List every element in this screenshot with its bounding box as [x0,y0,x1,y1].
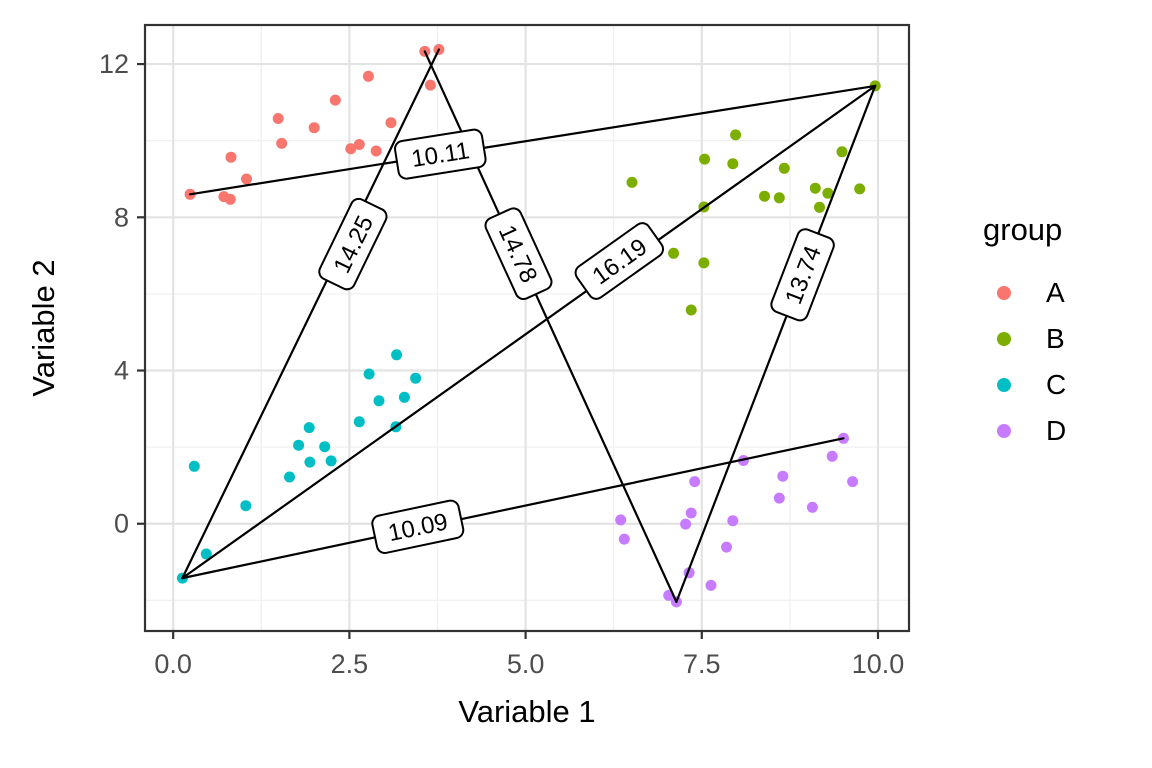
data-point-D [773,492,785,504]
data-point-D [705,579,717,591]
x-tick-label: 0.0 [154,649,192,679]
x-tick-label: 7.5 [683,649,721,679]
data-point-D [615,514,627,526]
legend-swatch-icon [997,332,1011,346]
distance-label-box [574,222,665,300]
x-tick-label: 10.0 [852,649,905,679]
distance-label-box [318,197,388,291]
data-point-B [854,183,866,195]
data-point-B [822,187,834,199]
data-point-B [699,153,711,165]
legend-swatch-icon [997,286,1011,300]
data-point-A [276,137,288,149]
data-point-A [224,193,236,205]
panel-border [143,23,911,633]
y-tick-label: 8 [114,202,129,232]
data-point-A [345,143,357,155]
data-point-C [304,456,316,468]
data-point-C [363,368,375,380]
legend-item-A: A [975,270,1066,316]
data-point-B [727,158,739,170]
data-point-C [353,416,365,428]
y-tick-label: 4 [114,356,129,386]
data-point-B [626,176,638,188]
y-tick-label: 0 [114,509,129,539]
legend-swatch-icon [997,378,1011,392]
distance-label-box [394,128,487,180]
data-point-B [698,257,710,269]
distance-label: 10.11 [394,128,487,180]
x-tick-label: 5.0 [507,649,545,679]
data-point-A [370,145,382,157]
data-point-A [225,151,237,163]
data-point-B [778,162,790,174]
data-point-B [730,129,742,141]
data-point-C [391,349,403,361]
data-point-D [680,518,692,530]
data-point-B [836,146,848,158]
distance-label: 10.09 [371,499,465,554]
legend-item-label: A [1046,277,1065,308]
x-axis-title: Variable 1 [458,694,596,729]
data-point-B [773,192,785,204]
data-point-C [325,455,337,467]
data-point-D [826,450,838,462]
data-point-D [721,541,732,553]
data-point-D [806,501,818,513]
legend-title: group [983,212,1063,247]
distance-segment [181,84,877,580]
data-point-C [373,395,385,407]
data-point-D [685,507,697,519]
data-point-B [668,247,680,259]
distance-label-box [484,207,553,301]
distance-segment [189,84,877,196]
distance-label-box [371,499,465,554]
legend-item-B: B [975,316,1066,362]
data-point-D [727,515,739,527]
legend-item-label: B [1046,323,1065,354]
data-point-D [777,470,789,482]
y-tick-label: 12 [99,49,129,79]
data-point-A [353,139,365,150]
data-point-A [241,173,252,185]
legend-swatch-icon [997,424,1011,438]
distance-segment [181,48,441,580]
data-point-C [284,471,295,483]
data-point-C [188,460,200,472]
data-point-C [240,500,252,512]
panel-background [145,25,909,631]
data-point-C [398,391,410,403]
data-point-A [329,94,341,106]
data-point-A [385,117,397,129]
distance-label-box [770,228,835,322]
data-point-C [319,441,331,453]
distance-segment [675,84,877,603]
data-point-D [847,476,859,488]
data-point-A [424,79,436,91]
legend-item-label: D [1046,415,1067,446]
data-point-C [303,422,315,434]
data-point-B [759,190,770,202]
data-point-D [689,476,701,488]
data-point-B [809,182,821,194]
data-point-A [308,122,320,134]
data-point-B [685,304,697,316]
legend-item-D: D [975,408,1066,454]
x-tick-label: 2.5 [331,649,369,679]
data-point-C [293,439,305,451]
legend-item-label: C [1046,369,1067,400]
data-point-C [200,548,212,560]
y-axis-title: Variable 2 [26,259,61,397]
legend-item-C: C [975,362,1066,408]
data-point-B [814,201,825,213]
distance-segment [181,437,845,580]
data-point-D [618,533,630,545]
data-point-C [410,372,422,384]
data-point-A [362,70,374,82]
data-point-A [272,113,284,124]
